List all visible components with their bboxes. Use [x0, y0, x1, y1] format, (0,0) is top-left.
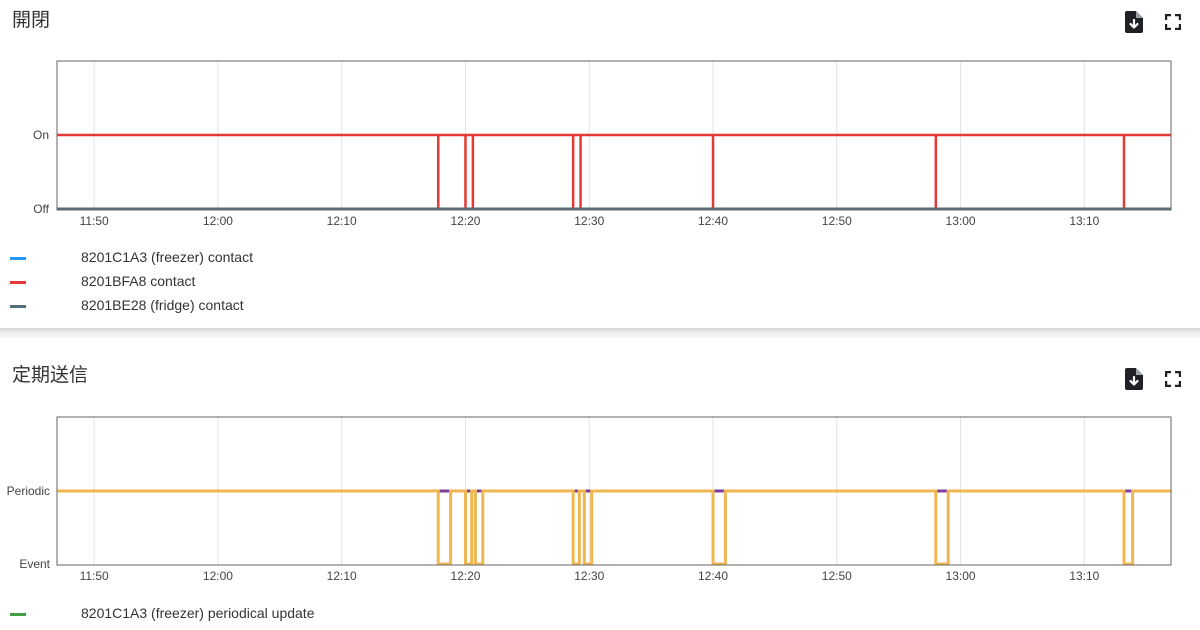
periodic-chart-plot: 11:50 12:00 12:10 12:20 12:30 12:40 12:50 13:00… [7, 416, 1172, 583]
x-tick-label: 12:30 [574, 214, 604, 228]
legend-item[interactable]: 8201BE28 (fridge) contact [0, 294, 400, 318]
legend-item[interactable]: 8201BFA8 contact [0, 270, 400, 294]
y-tick-label: Off [33, 202, 49, 216]
x-tick-label: 12:50 [822, 214, 852, 228]
x-tick-label: 12:40 [698, 569, 728, 583]
card-separator [0, 328, 1200, 338]
x-tick-label: 12:10 [327, 214, 357, 228]
x-tick-label: 12:00 [203, 569, 233, 583]
x-tick-label: 12:30 [574, 569, 604, 583]
periodic-chart-legend: 8201C1A3 (freezer) periodical update [0, 602, 400, 626]
periodic-chart-card: 定期送信 11:50 12:00 12:10 12:20 12:30 12:40 12:50… [0, 338, 1200, 630]
periodic-chart-title: 定期送信 [12, 365, 89, 386]
legend-label: 8201C1A3 (freezer) periodical update [81, 605, 315, 621]
legend-item[interactable]: 8201C1A3 (freezer) contact [0, 246, 400, 270]
plot-frame [56, 60, 1172, 211]
legend-swatch [10, 305, 26, 308]
y-tick-label: On [33, 128, 49, 142]
legend-label: 8201BFA8 contact [81, 273, 196, 289]
x-tick-label: 13:10 [1069, 569, 1099, 583]
legend-label: 8201C1A3 (freezer) contact [81, 249, 253, 265]
x-tick-label: 11:50 [80, 214, 109, 228]
x-tick-label: 12:50 [822, 569, 852, 583]
series-line-2 [57, 489, 1171, 566]
contact-chart-card: 開閉 11:50 12:00 12:10 12:20 12:30 12:40 12:50 13… [0, 9, 1186, 318]
x-tick-label: 12:00 [203, 214, 233, 228]
y-tick-label: Periodic [7, 484, 50, 498]
contact-chart-plot: 11:50 12:00 12:10 12:20 12:30 12:40 12:50 13:00… [33, 60, 1172, 228]
contact-chart-title: 開閉 [12, 10, 51, 31]
x-tick-label: 13:00 [946, 214, 976, 228]
legend-item[interactable]: 8201C1A3 (freezer) periodical update [0, 602, 400, 626]
x-tick-label: 11:50 [80, 569, 109, 583]
legend-label: 8201BE28 (fridge) contact [81, 297, 244, 313]
x-tick-label: 13:00 [946, 569, 976, 583]
x-tick-label: 12:20 [450, 214, 480, 228]
legend-swatch [10, 613, 26, 616]
x-tick-label: 12:10 [327, 569, 357, 583]
fullscreen-icon[interactable] [1160, 9, 1186, 35]
x-tick-label: 13:10 [1069, 214, 1099, 228]
contact-chart-legend: 8201C1A3 (freezer) contact 8201BFA8 conta… [0, 246, 400, 318]
legend-swatch [10, 281, 26, 284]
export-file-icon[interactable] [1121, 9, 1147, 35]
plot-frame [56, 416, 1172, 566]
legend-swatch [10, 257, 26, 260]
export-file-icon[interactable] [1121, 366, 1147, 392]
x-tick-label: 12:20 [450, 569, 480, 583]
y-tick-label: Event [19, 557, 50, 571]
fullscreen-icon[interactable] [1160, 366, 1186, 392]
x-tick-label: 12:40 [698, 214, 728, 228]
series-line-1 [57, 133, 1171, 209]
